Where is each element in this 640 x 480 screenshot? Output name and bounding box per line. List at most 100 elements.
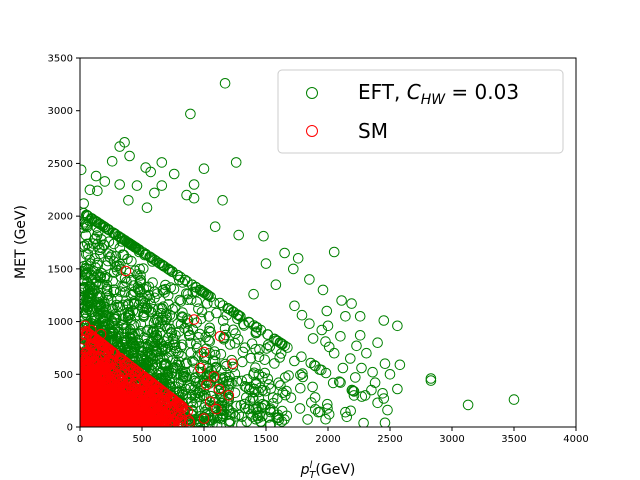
data-point [216,397,228,409]
data-point [141,202,153,213]
data-point [320,336,331,347]
data-point [258,230,269,242]
data-point [304,274,315,285]
data-point [85,324,97,336]
data-point [90,233,101,244]
legend-marker-sm [306,125,318,137]
data-point [351,340,362,352]
data-point [141,326,153,337]
data-point [140,383,152,395]
data-point [94,278,105,290]
data-point [295,382,306,394]
data-point [142,340,154,351]
data-point [233,229,244,241]
data-point [216,365,227,376]
data-point [180,372,192,384]
data-point [264,341,276,352]
data-point [208,297,220,309]
data-point [246,338,258,350]
data-point [84,411,95,423]
data-point [226,354,237,366]
data-point [103,344,115,355]
legend-label-sm: SM [358,119,388,143]
data-point [111,358,122,369]
data-point [340,406,351,418]
data-point [94,272,106,284]
data-point [173,356,185,367]
data-point [103,236,115,247]
data-point [148,325,159,337]
data-point [95,417,106,427]
data-point [149,387,160,399]
data-point [295,369,306,381]
data-point [224,339,236,350]
x-tick-label: 3500 [501,434,526,445]
data-point [134,263,145,275]
data-point [132,281,144,292]
data-point [124,419,135,427]
data-point [241,392,252,403]
y-tick-label: 1000 [48,317,73,328]
data-point [285,392,297,404]
data-point [151,288,163,300]
data-point [149,419,161,427]
data-point [239,403,251,414]
data-point [265,383,277,395]
data-point [307,381,318,393]
data-point [114,141,125,152]
data-point [84,419,95,427]
data-point [156,358,167,369]
data-point [346,384,358,396]
data-point [372,397,383,409]
data-point [92,185,103,197]
data-point [334,376,345,388]
data-point [102,224,114,235]
data-point [185,108,196,120]
data-point [189,389,201,401]
data-point [213,383,225,395]
data-point [425,375,437,386]
data-point [193,303,204,315]
data-point [307,333,319,344]
data-point [103,318,115,330]
data-point [232,309,243,320]
legend-label-eft: EFT, CHW = 0.03 [358,80,519,108]
x-tick-label: 2000 [315,434,340,445]
data-point [109,374,121,386]
data-point [118,367,129,378]
data-point [382,404,393,416]
data-point [175,414,186,425]
data-point [322,398,333,410]
data-point [219,323,231,334]
data-point [283,370,294,381]
data-point [208,371,220,382]
data-point [108,284,120,296]
data-point [328,246,340,258]
data-point [91,302,102,314]
data-point [87,406,98,418]
data-point [80,217,90,228]
data-point [201,418,213,427]
data-point [379,417,391,427]
data-point [462,399,474,411]
data-point [348,390,360,401]
data-point [262,373,274,385]
data-point [99,222,111,233]
data-point [144,396,156,407]
data-point [103,291,114,302]
data-point [335,331,346,342]
data-point [292,252,304,264]
data-point [217,315,229,327]
data-point [392,383,403,395]
y-tick-label: 3500 [48,54,73,65]
data-point [204,336,215,347]
data-point [322,403,333,414]
data-point [328,347,340,359]
data-point [313,406,324,418]
data-point [223,393,235,405]
data-point [158,260,170,272]
data-point [168,283,180,295]
data-point [257,384,268,396]
